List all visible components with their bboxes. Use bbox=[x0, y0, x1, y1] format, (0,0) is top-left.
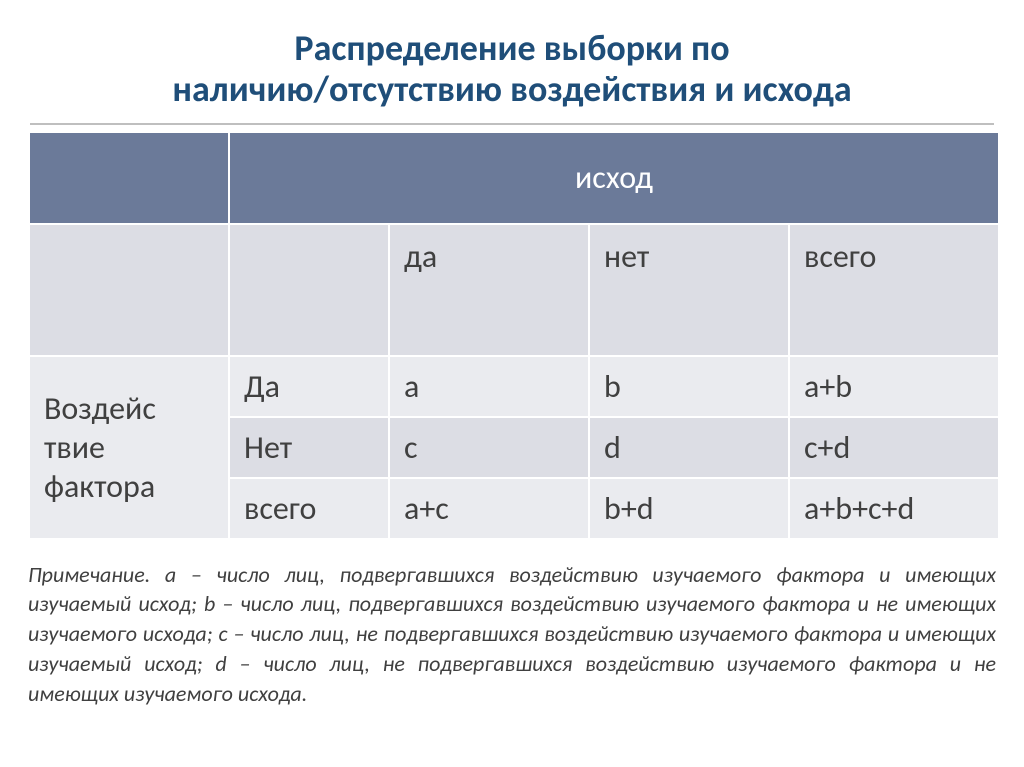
title-line-1: Распределение выборки по bbox=[294, 26, 729, 70]
footnote: Примечание. a – число лиц, подвергавшихс… bbox=[28, 560, 996, 708]
cell-a: a bbox=[389, 356, 589, 417]
row-yes-label: Да bbox=[229, 356, 389, 417]
cell-b: b bbox=[589, 356, 789, 417]
cell-ab: a+b bbox=[789, 356, 999, 417]
row-total-label: всего bbox=[229, 478, 389, 539]
col-total: всего bbox=[789, 224, 999, 356]
cell-c: c bbox=[389, 417, 589, 478]
title-underline bbox=[30, 123, 994, 125]
cell-d: d bbox=[589, 417, 789, 478]
blank-header bbox=[29, 132, 229, 224]
factor-label: Воздейс твие фактора bbox=[29, 356, 229, 539]
contingency-table: исход да нет всего Воздейс твие фактора … bbox=[28, 131, 1000, 540]
blank-subheader bbox=[29, 224, 229, 356]
col-no: нет bbox=[589, 224, 789, 356]
cell-abcd: a+b+c+d bbox=[789, 478, 999, 539]
row-no-label: Нет bbox=[229, 417, 389, 478]
cell-bd: b+d bbox=[589, 478, 789, 539]
col-yes: да bbox=[389, 224, 589, 356]
blank-subheader-2 bbox=[229, 224, 389, 356]
cell-cd: c+d bbox=[789, 417, 999, 478]
slide-title: Распределение выборки по наличию/отсутст… bbox=[28, 28, 996, 111]
title-line-2: наличию/отсутствию воздействия и исхода bbox=[172, 67, 851, 111]
outcome-header: исход bbox=[229, 132, 999, 224]
cell-ac: a+c bbox=[389, 478, 589, 539]
